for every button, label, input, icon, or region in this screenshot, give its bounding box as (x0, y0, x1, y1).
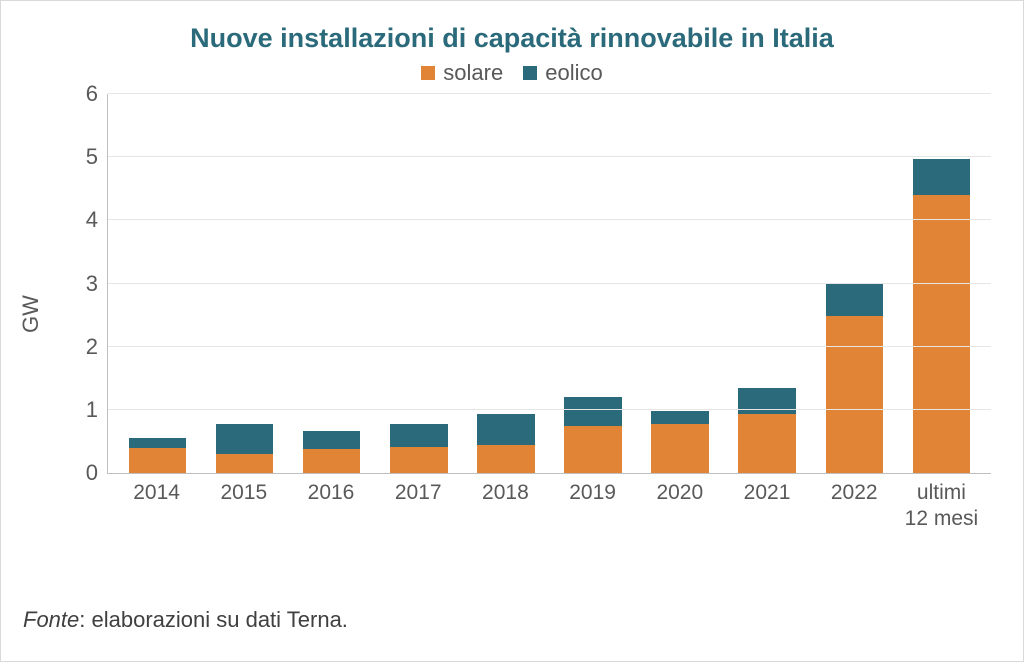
chart-area: GW 0123456 20142015201620172018201920202… (79, 94, 991, 534)
bar-stack (913, 159, 970, 473)
bar-slot (724, 94, 811, 473)
bar-segment-eolico (390, 424, 447, 447)
bar-stack (303, 431, 360, 473)
x-tick-label: ultimi12 mesi (898, 474, 985, 534)
grid-line (108, 283, 991, 284)
bar-segment-eolico (738, 388, 795, 413)
y-tick-label: 4 (86, 207, 108, 233)
chart-frame: Nuove installazioni di capacità rinnovab… (0, 0, 1024, 662)
bar-segment-solare (216, 454, 273, 473)
grid-line (108, 156, 991, 157)
y-tick-label: 0 (86, 460, 108, 486)
source-text: : elaborazioni su dati Terna. (79, 607, 348, 632)
bar-segment-eolico (913, 159, 970, 195)
bar-slot (288, 94, 375, 473)
x-tick-label: 2020 (636, 474, 723, 534)
y-tick-label: 3 (86, 271, 108, 297)
bar-slot (811, 94, 898, 473)
x-tick-label: 2019 (549, 474, 636, 534)
grid-line (108, 409, 991, 410)
bar-stack (129, 438, 186, 473)
y-tick-label: 1 (86, 397, 108, 423)
bar-slot (898, 94, 985, 473)
bar-segment-eolico (564, 397, 621, 425)
bar-slot (462, 94, 549, 473)
bar-stack (390, 424, 447, 473)
grid-line (108, 219, 991, 220)
bar-segment-solare (738, 414, 795, 473)
bar-slot (549, 94, 636, 473)
legend-item-solare: solare (421, 60, 503, 86)
x-tick-label: 2018 (462, 474, 549, 534)
bar-segment-eolico (216, 424, 273, 454)
bar-stack (651, 411, 708, 473)
bar-segment-eolico (477, 414, 534, 445)
bar-slot (375, 94, 462, 473)
bar-slot (637, 94, 724, 473)
bar-segment-solare (390, 447, 447, 473)
source-note: Fonte: elaborazioni su dati Terna. (23, 607, 348, 633)
chart-legend: solare eolico (23, 60, 1001, 86)
source-label: Fonte (23, 607, 79, 632)
plot-area: 0123456 (107, 94, 991, 474)
bar-segment-eolico (651, 411, 708, 424)
grid-line (108, 346, 991, 347)
bar-segment-eolico (303, 431, 360, 449)
legend-swatch (523, 66, 537, 80)
x-tick-label: 2017 (375, 474, 462, 534)
bar-stack (826, 283, 883, 473)
bar-stack (216, 424, 273, 473)
bar-segment-solare (129, 448, 186, 473)
x-axis-labels: 201420152016201720182019202020212022ulti… (107, 474, 991, 534)
y-tick-label: 5 (86, 144, 108, 170)
bar-segment-solare (651, 424, 708, 473)
bar-segment-solare (826, 316, 883, 473)
legend-item-eolico: eolico (523, 60, 602, 86)
bar-stack (477, 414, 534, 473)
bar-slot (114, 94, 201, 473)
bars-container (108, 94, 991, 473)
x-tick-label: 2016 (287, 474, 374, 534)
legend-swatch (421, 66, 435, 80)
bar-segment-solare (477, 445, 534, 473)
grid-line (108, 93, 991, 94)
legend-label: eolico (545, 60, 602, 86)
y-tick-label: 2 (86, 334, 108, 360)
bar-segment-eolico (826, 283, 883, 316)
bar-segment-solare (564, 426, 621, 473)
x-tick-label: 2015 (200, 474, 287, 534)
bar-stack (738, 388, 795, 473)
y-axis-label: GW (18, 295, 44, 333)
x-tick-label: 2022 (811, 474, 898, 534)
bar-segment-eolico (129, 438, 186, 447)
chart-title: Nuove installazioni di capacità rinnovab… (23, 23, 1001, 54)
x-tick-label: 2021 (723, 474, 810, 534)
bar-segment-solare (303, 449, 360, 473)
bar-slot (201, 94, 288, 473)
y-tick-label: 6 (86, 81, 108, 107)
x-tick-label: 2014 (113, 474, 200, 534)
bar-segment-solare (913, 195, 970, 473)
legend-label: solare (443, 60, 503, 86)
